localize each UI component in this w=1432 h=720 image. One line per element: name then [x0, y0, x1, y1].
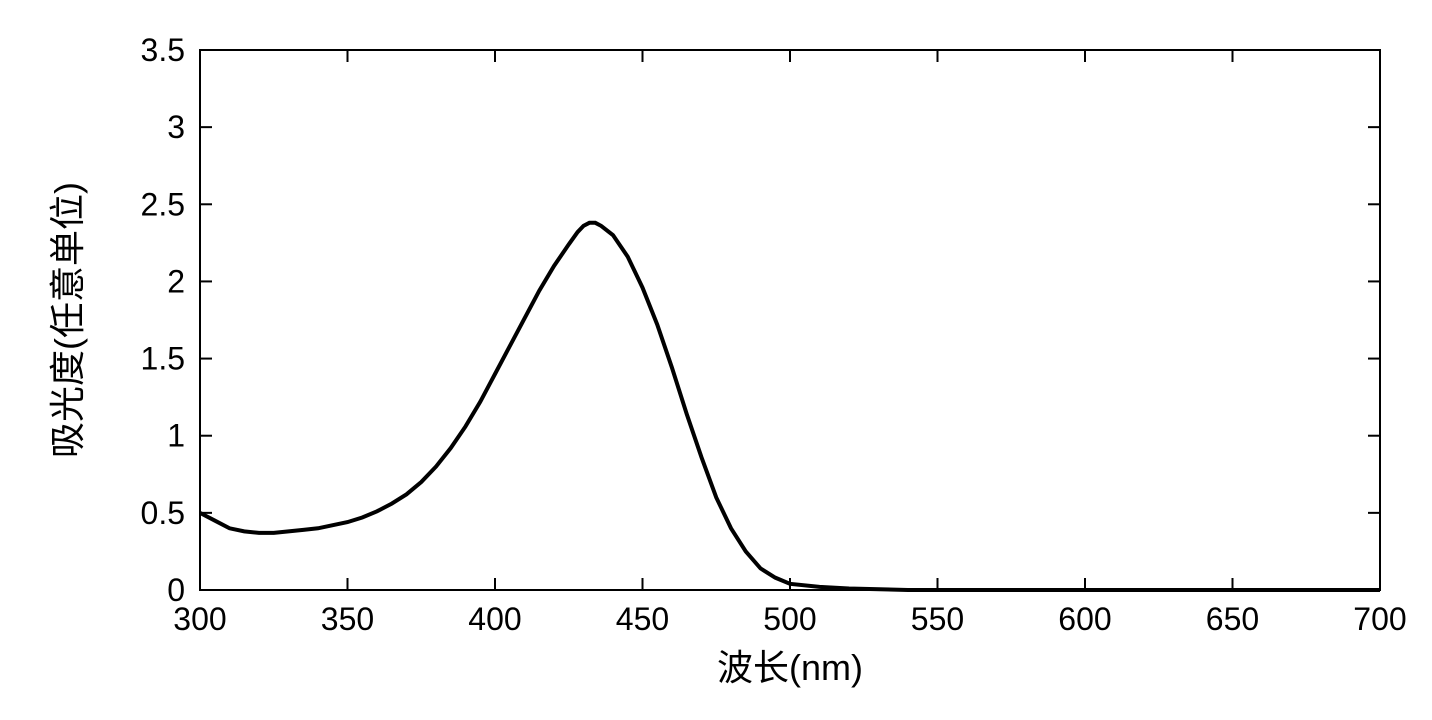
y-tick-label: 1.5 — [141, 341, 185, 377]
x-axis-label: 波长(nm) — [717, 647, 863, 688]
y-tick-label: 2 — [167, 263, 185, 299]
plot-border — [200, 50, 1380, 590]
absorbance-chart: 300350400450500550600650700 00.511.522.5… — [20, 20, 1412, 700]
y-tick-label: 2.5 — [141, 186, 185, 222]
y-tick-label: 0.5 — [141, 495, 185, 531]
x-tick-label: 700 — [1353, 601, 1406, 637]
y-tick-label: 0 — [167, 572, 185, 608]
x-tick-label: 350 — [321, 601, 374, 637]
x-tick-label: 550 — [911, 601, 964, 637]
x-tick-label: 500 — [763, 601, 816, 637]
y-tick-label: 3.5 — [141, 32, 185, 68]
y-axis-label: 吸光度(任意单位) — [47, 182, 88, 458]
x-tick-label: 400 — [468, 601, 521, 637]
y-tick-label: 3 — [167, 109, 185, 145]
x-tick-label: 600 — [1058, 601, 1111, 637]
chart-svg: 300350400450500550600650700 00.511.522.5… — [20, 20, 1412, 700]
y-ticks: 0 0.5 1 1.5 2 2.5 3 3.5 — [141, 32, 1380, 608]
x-ticks: 300350400450500550600650700 — [173, 50, 1406, 637]
absorbance-curve — [200, 223, 1380, 590]
x-tick-label: 450 — [616, 601, 669, 637]
x-tick-label: 650 — [1206, 601, 1259, 637]
y-tick-label: 1 — [167, 418, 185, 454]
